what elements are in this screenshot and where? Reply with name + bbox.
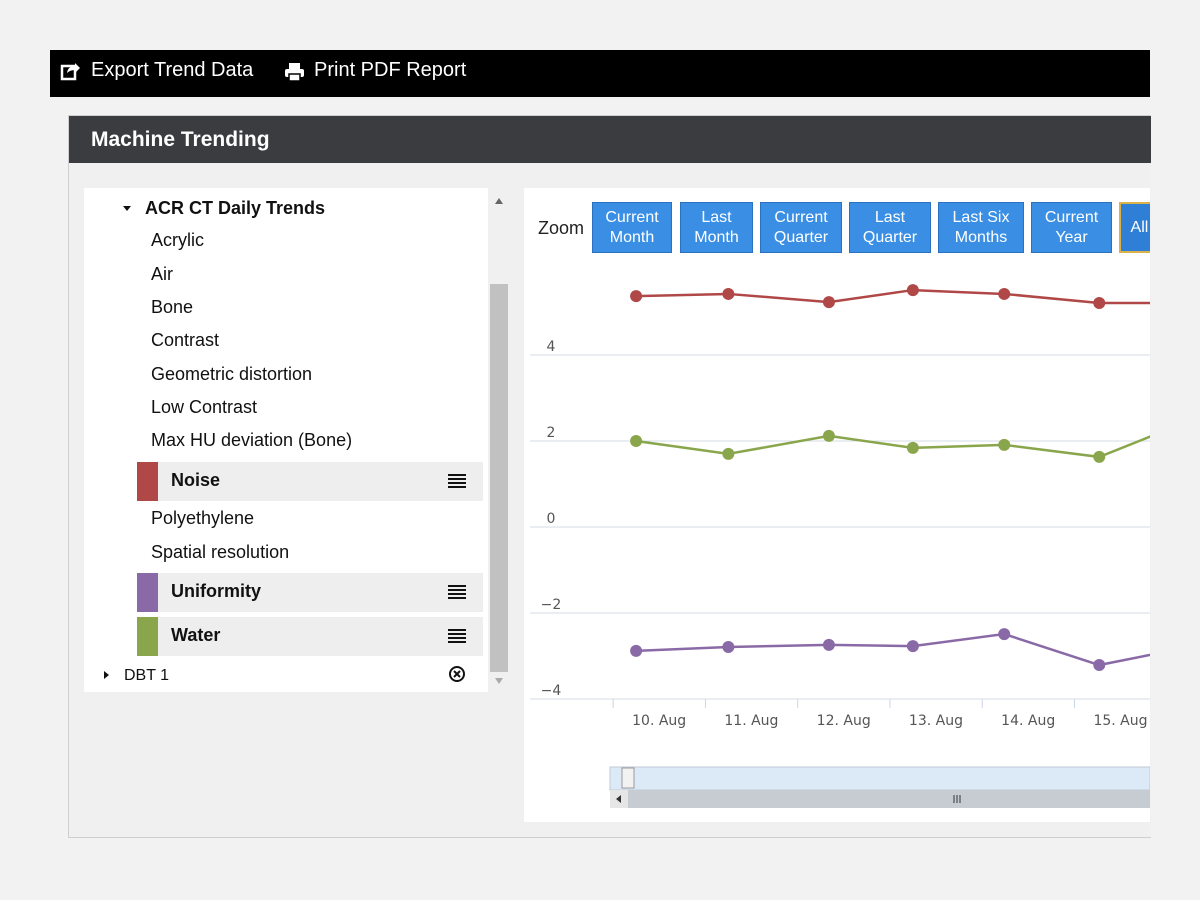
export-icon: [60, 63, 80, 81]
remove-icon[interactable]: [448, 665, 466, 683]
zoom-button[interactable]: Current Quarter: [760, 202, 842, 253]
tree-item[interactable]: Geometric distortion: [151, 364, 313, 384]
data-point: [1093, 659, 1106, 672]
series-swatch: [137, 462, 158, 501]
data-point: [906, 441, 919, 454]
tree-item[interactable]: Max HU deviation (Bone): [151, 430, 353, 450]
y-tick-label: −4: [541, 683, 562, 699]
tree-group[interactable]: ACR CT Daily Trends: [145, 198, 326, 218]
data-point: [630, 435, 643, 447]
x-tick-label: 10. Aug: [632, 713, 686, 729]
navigator[interactable]: [609, 766, 1150, 791]
tree-item[interactable]: Contrast: [151, 330, 220, 350]
data-point: [1093, 296, 1106, 309]
panel-title: Machine Trending: [91, 128, 270, 151]
menu-icon[interactable]: [447, 473, 467, 489]
tree-row-selected[interactable]: Water: [137, 617, 483, 656]
zoom-label: Zoom: [538, 218, 585, 238]
y-tick-label: 2: [547, 425, 556, 441]
zoom-button[interactable]: Last Month: [680, 202, 753, 253]
tree-item[interactable]: Water: [171, 625, 221, 645]
data-point: [906, 640, 919, 653]
data-point: [630, 644, 643, 657]
series-swatch: [137, 573, 158, 612]
tree-item[interactable]: Low Contrast: [151, 397, 258, 417]
panel-header: Machine Trending: [69, 116, 1151, 163]
series-line: [635, 434, 1150, 459]
tree-item[interactable]: Noise: [171, 470, 221, 490]
tree-row-selected[interactable]: Uniformity: [137, 573, 483, 612]
scrollbar[interactable]: [489, 188, 509, 692]
data-point: [1093, 450, 1106, 463]
navigator-scrollbar[interactable]: [610, 790, 1150, 808]
menu-icon[interactable]: [447, 628, 467, 644]
x-tick-label: 12. Aug: [817, 713, 871, 729]
x-tick-label: 11. Aug: [724, 713, 778, 729]
zoom-button[interactable]: Last Quarter: [849, 202, 931, 253]
series-line: [636, 288, 1150, 305]
tree-row-selected[interactable]: Noise: [137, 462, 483, 501]
y-tick-label: 0: [547, 511, 556, 527]
caret: [104, 671, 109, 679]
chart-panel: Zoom 4 2 0 −2 −4 10. Aug 11. Aug 12. Aug 13. Aug…: [524, 188, 1150, 822]
data-point: [998, 628, 1011, 641]
scroll-grip: [953, 795, 961, 803]
tree-item[interactable]: Air: [151, 264, 173, 284]
tree-item[interactable]: Acrylic: [151, 230, 204, 250]
series-line: [636, 632, 1150, 667]
y-tick-label: −2: [541, 597, 562, 613]
tree-item[interactable]: Spatial resolution: [151, 542, 290, 562]
data-point: [998, 438, 1011, 451]
data-point: [906, 284, 919, 297]
tree-item[interactable]: Uniformity: [171, 581, 261, 601]
scroll-arrow-icon: [616, 795, 621, 803]
zoom-button[interactable]: Last Six Months: [938, 202, 1024, 253]
menu-icon[interactable]: [447, 584, 467, 600]
data-point: [822, 296, 835, 309]
zoom-button[interactable]: Current Month: [592, 202, 672, 253]
export-button[interactable]: Export Trend Data: [91, 59, 254, 81]
data-point: [822, 429, 835, 442]
data-point: [722, 447, 735, 460]
zoom-button[interactable]: All Time: [1119, 202, 1150, 253]
data-point: [998, 287, 1011, 300]
scrollbar-graphics: [490, 198, 508, 684]
data-point: [630, 290, 643, 303]
toolbar: Export Trend Data Print PDF Report: [50, 50, 1150, 97]
print-button[interactable]: Print PDF Report: [314, 59, 467, 81]
print-icon: [285, 63, 304, 82]
y-tick-label: 4: [547, 339, 556, 355]
tree-item[interactable]: Bone: [151, 297, 194, 317]
x-tick-label: 13. Aug: [909, 713, 963, 729]
x-tick-label: 15. Aug: [1093, 713, 1147, 729]
tree: ACR CT Daily Trends DBT 1 Acrylic Air Bone…: [84, 188, 488, 692]
plot: 4 2 0 −2 −4 10. Aug 11. Aug 12. Aug 13. Aug 14. A…: [530, 284, 1150, 808]
series-swatch: [137, 617, 158, 656]
data-point: [722, 287, 735, 300]
caret: [123, 206, 131, 211]
navigator-handle[interactable]: [621, 767, 635, 789]
x-tick-label: 14. Aug: [1001, 713, 1055, 729]
chart: 4 2 0 −2 −4 10. Aug 11. Aug 12. Aug 13. Aug 14. A…: [530, 284, 1150, 808]
zoom-button[interactable]: Current Year: [1031, 202, 1112, 253]
tree-group[interactable]: DBT 1: [124, 667, 170, 684]
data-point: [822, 638, 835, 651]
tree-item[interactable]: Polyethylene: [151, 508, 255, 528]
data-point: [722, 640, 735, 653]
